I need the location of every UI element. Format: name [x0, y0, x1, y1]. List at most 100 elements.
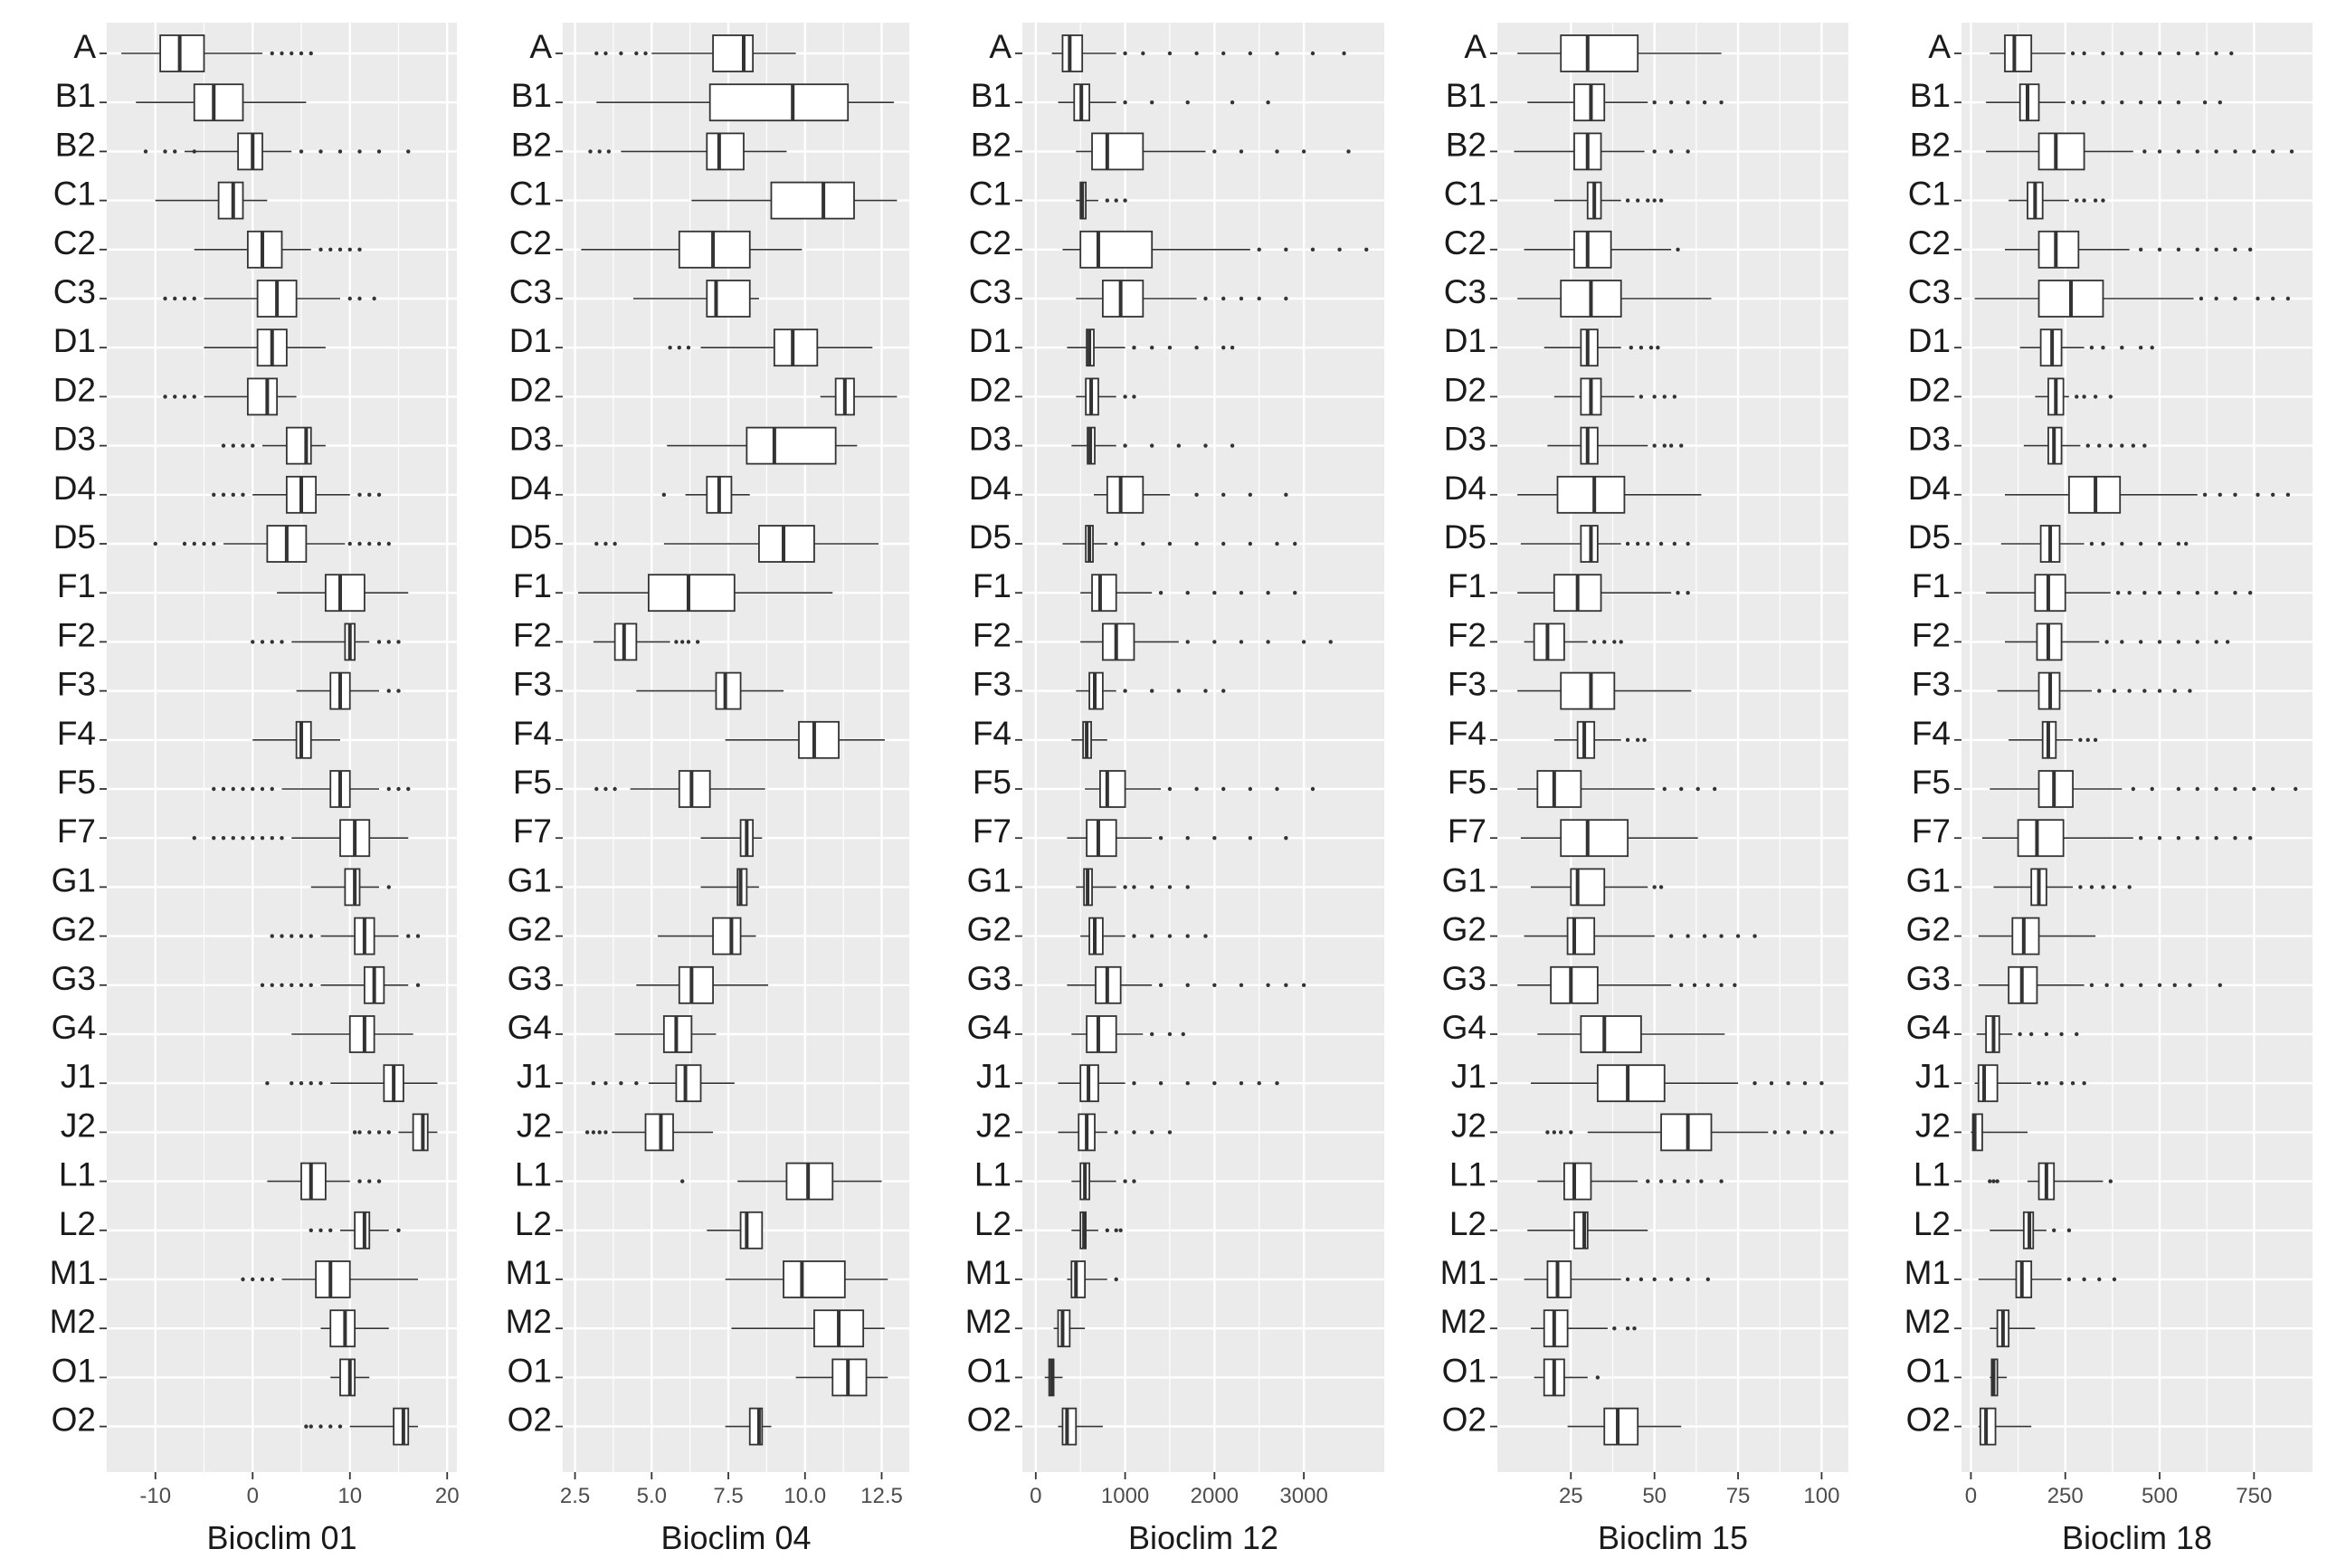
outlier-point [1123, 394, 1127, 399]
outlier-point [2195, 247, 2199, 252]
outlier-point [1672, 1179, 1677, 1183]
outlier-point [309, 1228, 313, 1233]
outlier-point [1591, 640, 1597, 644]
outlier-point [1158, 836, 1164, 841]
category-label: O2 [1906, 1402, 1951, 1439]
category-label: F5 [57, 764, 96, 801]
outlier-point [1679, 983, 1684, 988]
outlier-point [270, 640, 274, 644]
outlier-point [357, 296, 362, 301]
outlier-point [367, 1130, 372, 1135]
iqr-box [758, 525, 815, 563]
iqr-box [706, 132, 745, 171]
outlier-point [2108, 1179, 2113, 1183]
outlier-point [299, 1081, 304, 1086]
iqr-box [159, 34, 205, 72]
category-label: B1 [1446, 77, 1486, 114]
outlier-point [2176, 591, 2181, 595]
category-label: O2 [967, 1402, 1012, 1439]
box-F2 [593, 622, 700, 661]
iqr-box [193, 83, 244, 122]
outlier-point [352, 1130, 357, 1135]
outlier-point [2270, 492, 2275, 497]
outlier-point [1212, 836, 1217, 841]
outlier-point [2218, 983, 2222, 988]
outlier-point [2157, 247, 2162, 252]
outlier-point [163, 149, 167, 154]
outlier-point [2233, 247, 2237, 252]
x-axis-title: Bioclim 18 [2062, 1519, 2212, 1556]
outlier-point [1212, 983, 1217, 988]
category-label: D2 [509, 371, 552, 408]
outlier-point [1150, 346, 1154, 350]
outlier-point [347, 247, 352, 252]
outlier-point [2252, 149, 2256, 154]
outlier-point [173, 296, 177, 301]
box-M2 [1053, 1309, 1086, 1348]
category-label: F4 [973, 715, 1012, 752]
outlier-point [347, 296, 352, 301]
category-label: O2 [508, 1402, 552, 1439]
category-label: A [1464, 28, 1486, 65]
box-L1 [1071, 1162, 1136, 1201]
outlier-point [1658, 541, 1664, 546]
outlier-point [584, 1130, 590, 1135]
category-label: B1 [971, 77, 1012, 114]
outlier-point [192, 394, 196, 399]
iqr-box [1566, 917, 1596, 955]
iqr-box [648, 574, 736, 613]
outlier-point [2214, 640, 2218, 644]
box-O1 [1044, 1358, 1063, 1397]
outlier-point [1266, 100, 1270, 105]
category-label: O1 [52, 1352, 96, 1389]
outlier-point [1167, 1031, 1173, 1037]
outlier-point [2218, 492, 2222, 497]
outlier-point [2028, 1031, 2034, 1037]
x-tick-label: 2.5 [560, 1484, 590, 1508]
outlier-point [1646, 198, 1650, 203]
iqr-box [678, 965, 714, 1004]
box-M2 [1530, 1309, 1637, 1348]
outlier-point [686, 346, 691, 350]
category-label: B2 [511, 126, 552, 163]
category-label: G1 [52, 861, 96, 898]
outlier-point [1123, 443, 1127, 448]
outlier-point [1114, 1277, 1118, 1282]
outlier-point [1625, 1326, 1630, 1331]
outlier-point [1672, 394, 1677, 399]
outlier-point [1692, 983, 1697, 988]
iqr-box [2037, 132, 2085, 171]
box-C1 [1553, 181, 1664, 220]
outlier-point [2138, 100, 2143, 105]
outlier-point [1105, 1228, 1110, 1233]
category-label: C2 [509, 224, 552, 261]
outlier-point [1656, 346, 1660, 350]
outlier-point [260, 836, 265, 841]
box-O2 [304, 1407, 418, 1446]
outlier-point [1991, 1179, 1996, 1183]
iqr-box [324, 574, 366, 613]
box-D2 [2035, 377, 2113, 416]
outlier-point [163, 296, 167, 301]
outlier-point [2202, 492, 2208, 497]
x-tick-label: -10 [139, 1484, 171, 1508]
outlier-point [1668, 149, 1674, 154]
outlier-point [2270, 149, 2275, 154]
outlier-point [2150, 346, 2154, 350]
outlier-point [1194, 51, 1199, 56]
category-label: J2 [976, 1107, 1012, 1144]
category-label: F2 [57, 616, 96, 653]
outlier-point [1275, 149, 1279, 154]
outlier-point [173, 394, 177, 399]
outlier-point [1239, 149, 1244, 154]
category-label: C3 [53, 273, 96, 310]
outlier-point [309, 983, 313, 988]
box-B1 [1058, 83, 1270, 122]
category-label: L1 [59, 1156, 96, 1193]
outlier-point [2142, 149, 2147, 154]
outlier-point [231, 443, 235, 448]
outlier-point [2112, 689, 2117, 693]
outlier-point [347, 541, 352, 546]
outlier-point [396, 689, 401, 693]
